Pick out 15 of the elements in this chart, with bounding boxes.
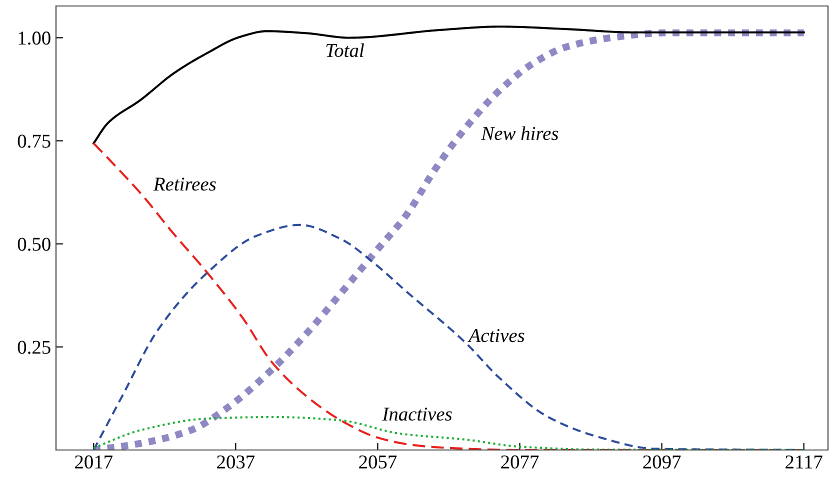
x-tick-label: 2037 <box>217 455 255 469</box>
series-label: New hires <box>481 126 558 140</box>
x-tick-label: 2057 <box>359 455 397 469</box>
y-tick-label: 0.50 <box>18 238 50 251</box>
x-tick-label: 2117 <box>786 455 822 468</box>
y-tick-label: 0.75 <box>18 134 50 148</box>
series-label: Actives <box>468 329 524 342</box>
x-tick-label: 2097 <box>643 455 681 469</box>
y-tick-label: 1.00 <box>18 32 50 45</box>
series-label: Retirees <box>153 178 216 191</box>
y-tick-label: 0.25 <box>18 340 50 354</box>
series-label: Total <box>326 43 364 58</box>
x-tick-label: 2017 <box>75 455 113 469</box>
series-label: Inactives <box>382 408 452 421</box>
x-tick-label: 2077 <box>501 455 539 469</box>
